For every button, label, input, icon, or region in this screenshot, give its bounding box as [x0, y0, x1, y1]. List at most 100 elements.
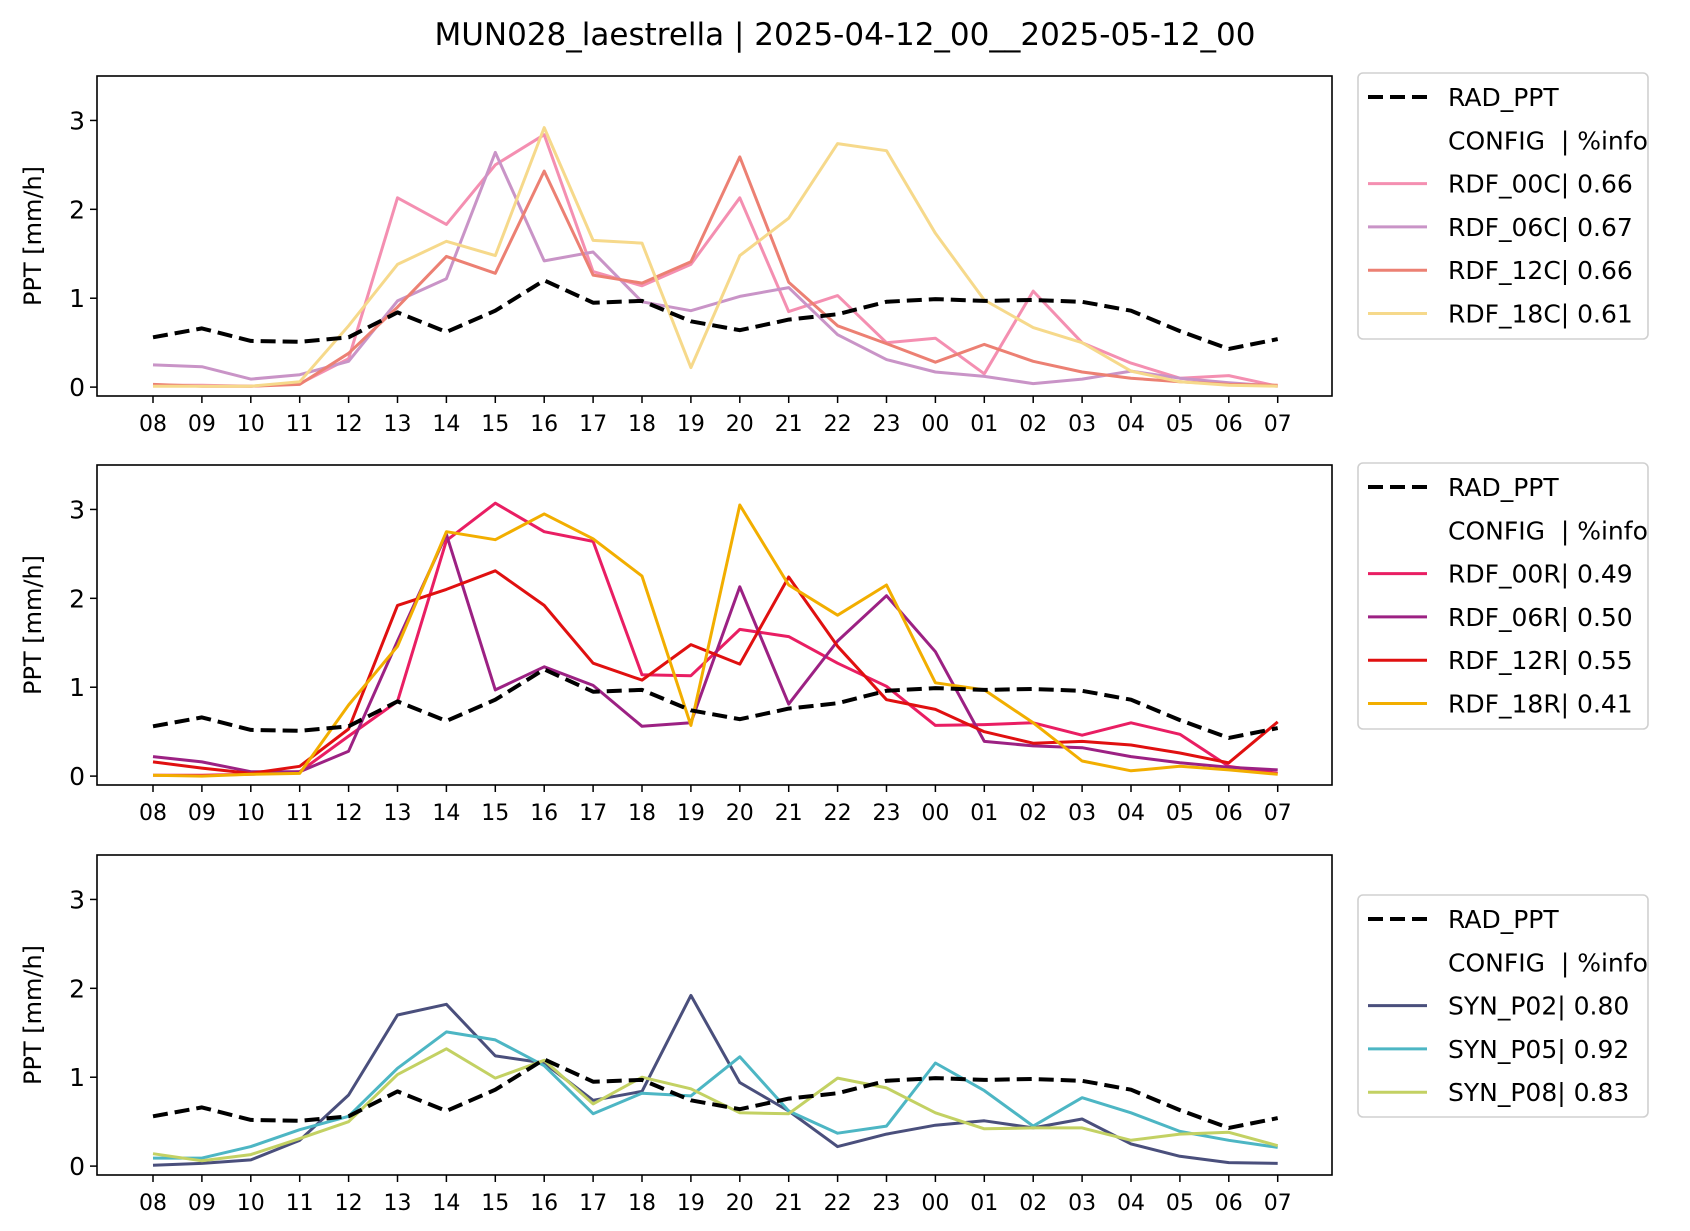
x-tick-label: 20	[726, 1191, 754, 1216]
legend-entry: SYN_P08| 0.83	[1448, 1078, 1629, 1107]
y-tick-label: 0	[69, 762, 85, 791]
x-tick-label: 02	[1019, 801, 1047, 826]
x-tick-label: 22	[824, 1191, 852, 1216]
x-tick-label: 08	[139, 412, 167, 437]
y-tick-label: 0	[69, 373, 85, 402]
x-tick-label: 00	[921, 801, 949, 826]
y-axis-label: PPT [mm/h]	[19, 166, 47, 306]
series-line-syn-p08	[152, 1047, 1279, 1163]
series-line-rad-ppt	[152, 278, 1279, 351]
axes-frame	[96, 464, 1333, 786]
legend-entry: RDF_18R| 0.41	[1448, 690, 1633, 719]
x-tick-label: 21	[775, 412, 803, 437]
x-tick-label: 00	[921, 412, 949, 437]
legend: RAD_PPT CONFIG | %info RDF_00C| 0.66 RDF_06…	[1357, 72, 1649, 340]
x-tick-label: 22	[824, 412, 852, 437]
x-tick-label: 09	[188, 1191, 216, 1216]
legend-entry: SYN_P02| 0.80	[1448, 992, 1629, 1021]
y-tick-label: 2	[69, 974, 85, 1003]
x-tick-label: 08	[139, 1191, 167, 1216]
x-tick-label: 04	[1117, 1191, 1145, 1216]
x-tick-label: 14	[432, 412, 460, 437]
x-tick-label: 14	[432, 1191, 460, 1216]
x-tick-label: 10	[237, 1191, 265, 1216]
x-tick-label: 07	[1264, 1191, 1292, 1216]
x-tick-label: 04	[1117, 412, 1145, 437]
legend-entry: RDF_00C| 0.66	[1448, 170, 1633, 199]
x-tick-label: 11	[286, 1191, 314, 1216]
x-tick-label: 23	[873, 801, 901, 826]
legend-entry: RDF_00R| 0.49	[1448, 560, 1633, 589]
series-line-syn-p02	[152, 993, 1278, 1167]
series-line-rdf-18r	[152, 503, 1278, 778]
x-tick-label: 02	[1019, 1191, 1047, 1216]
y-axis-label: PPT [mm/h]	[19, 945, 47, 1085]
series-line-rdf-12r	[152, 569, 1279, 775]
x-tick-label: 13	[384, 1191, 412, 1216]
y-tick-label: 3	[69, 885, 85, 914]
legend-entry: RDF_18C| 0.61	[1448, 300, 1633, 329]
x-tick-label: 09	[188, 412, 216, 437]
series-line-rad-ppt	[152, 667, 1279, 740]
x-tick-label: 01	[970, 801, 998, 826]
y-tick-label: 3	[69, 495, 85, 524]
x-tick-label: 19	[677, 801, 705, 826]
x-tick-label: 20	[726, 801, 754, 826]
x-tick-label: 23	[873, 412, 901, 437]
y-tick-label: 1	[69, 1063, 85, 1092]
x-tick-label: 07	[1264, 412, 1292, 437]
x-tick-label: 21	[775, 1191, 803, 1216]
x-tick-label: 01	[970, 412, 998, 437]
x-tick-label: 17	[579, 801, 607, 826]
x-tick-label: 04	[1117, 801, 1145, 826]
series-line-rdf-12c	[152, 155, 1278, 388]
series-line-rdf-06c	[152, 150, 1278, 388]
x-tick-label: 15	[481, 1191, 509, 1216]
x-tick-label: 06	[1215, 1191, 1243, 1216]
x-tick-label: 06	[1215, 801, 1243, 826]
x-tick-label: 17	[579, 1191, 607, 1216]
x-tick-label: 03	[1068, 412, 1096, 437]
x-tick-label: 15	[481, 412, 509, 437]
x-tick-label: 06	[1215, 412, 1243, 437]
legend: RAD_PPT CONFIG | %info RDF_00R| 0.49 RDF_06…	[1357, 462, 1649, 730]
x-tick-label: 16	[530, 412, 558, 437]
y-tick-label: 2	[69, 195, 85, 224]
x-tick-label: 05	[1166, 801, 1194, 826]
x-tick-label: 16	[530, 1191, 558, 1216]
x-tick-label: 22	[824, 801, 852, 826]
x-tick-label: 18	[628, 412, 656, 437]
x-tick-label: 05	[1166, 1191, 1194, 1216]
x-tick-label: 20	[726, 412, 754, 437]
x-tick-label: 08	[139, 801, 167, 826]
legend-entry: RAD_PPT	[1448, 473, 1559, 502]
x-tick-label: 00	[921, 1191, 949, 1216]
legend-entry: RDF_12R| 0.55	[1448, 646, 1633, 675]
x-tick-label: 12	[335, 412, 363, 437]
x-tick-label: 02	[1019, 412, 1047, 437]
legend-entry: RDF_06R| 0.50	[1448, 603, 1633, 632]
legend-header: CONFIG | %info	[1448, 516, 1648, 545]
y-tick-label: 0	[69, 1152, 85, 1181]
legend-entry: RDF_12C| 0.66	[1448, 256, 1633, 285]
x-tick-label: 11	[286, 412, 314, 437]
x-tick-label: 10	[237, 801, 265, 826]
axes-frame	[96, 854, 1333, 1176]
legend-entry: RAD_PPT	[1448, 905, 1559, 934]
x-tick-label: 12	[335, 801, 363, 826]
legend-entry: RAD_PPT	[1448, 83, 1559, 112]
x-tick-label: 12	[335, 1191, 363, 1216]
x-tick-label: 14	[432, 801, 460, 826]
legend-box	[1357, 894, 1649, 1118]
x-tick-label: 03	[1068, 1191, 1096, 1216]
x-tick-label: 16	[530, 801, 558, 826]
axes-frame	[96, 75, 1333, 397]
legend-box	[1357, 462, 1649, 730]
x-tick-label: 19	[677, 412, 705, 437]
x-tick-label: 03	[1068, 801, 1096, 826]
x-tick-label: 19	[677, 1191, 705, 1216]
